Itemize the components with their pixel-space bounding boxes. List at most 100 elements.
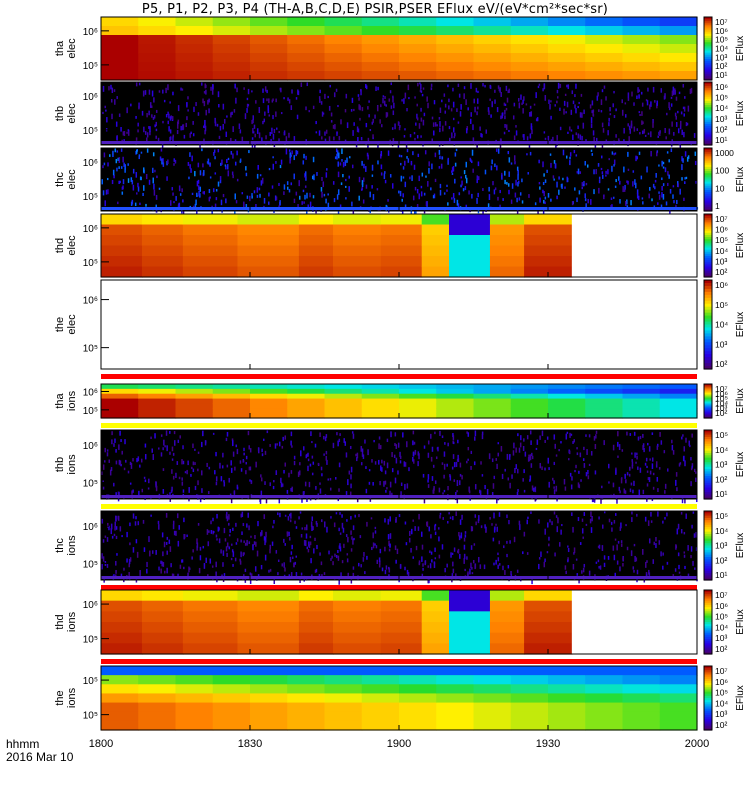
noise-pixel (108, 459, 111, 463)
heatmap-cell (524, 611, 573, 623)
noise-pixel (341, 522, 344, 529)
noise-pixel (104, 200, 106, 207)
heatmap-cell (510, 398, 549, 405)
noise-pixel (199, 143, 201, 148)
noise-pixel (191, 556, 193, 560)
noise-pixel (322, 181, 325, 188)
noise-pixel (338, 579, 340, 585)
heatmap-cell (548, 702, 586, 713)
noise-pixel (257, 574, 260, 577)
noise-pixel (688, 440, 690, 446)
noise-pixel (356, 457, 358, 462)
noise-pixel (233, 490, 236, 495)
noise-pixel (476, 178, 478, 184)
noise-pixel (642, 433, 644, 438)
colorbar-tick-label: 10 (715, 183, 725, 193)
colorbar-segment (704, 494, 712, 498)
noise-pixel (302, 189, 305, 193)
noise-pixel (337, 550, 339, 554)
noise-pixel (318, 130, 321, 136)
colorbar-segment (704, 134, 712, 138)
noise-pixel (563, 478, 566, 485)
noise-pixel (614, 513, 617, 516)
noise-pixel (214, 121, 217, 127)
noise-pixel (404, 483, 406, 490)
noise-pixel (568, 450, 571, 455)
noise-pixel (261, 453, 264, 457)
colorbar-segment (704, 513, 712, 517)
noise-pixel (190, 473, 192, 477)
noise-pixel (325, 434, 328, 438)
colorbar-segment (704, 88, 712, 91)
noise-pixel (672, 185, 675, 188)
noise-pixel (290, 572, 293, 578)
noise-pixel (155, 481, 157, 486)
heatmap-cell (548, 44, 586, 54)
noise-pixel (154, 433, 156, 439)
noise-pixel (293, 173, 295, 180)
noise-pixel (269, 568, 272, 572)
heatmap-cell (175, 44, 214, 54)
heatmap-cell (101, 600, 143, 612)
colorbar-segment (704, 132, 712, 136)
noise-pixel (118, 180, 120, 185)
noise-pixel (301, 201, 303, 205)
noise-pixel (541, 466, 543, 470)
noise-pixel (666, 512, 668, 517)
noise-pixel (202, 430, 204, 437)
noise-pixel (458, 532, 460, 537)
noise-pixel (384, 518, 386, 523)
colorbar-tick-label: 10² (715, 124, 727, 134)
noise-pixel (598, 544, 601, 549)
noise-pixel (510, 199, 513, 204)
noise-pixel (248, 150, 250, 154)
noise-pixel (680, 111, 683, 115)
colorbar-segment (704, 282, 712, 287)
noise-pixel (162, 489, 165, 494)
noise-pixel (442, 517, 444, 520)
noise-pixel (419, 89, 422, 93)
noise-pixel (156, 175, 158, 179)
noise-pixel (457, 439, 459, 444)
noise-pixel (245, 166, 247, 171)
noise-pixel (104, 447, 106, 453)
colorbar-tick-label: 10⁴ (715, 445, 728, 455)
noise-pixel (212, 517, 214, 522)
noise-pixel (181, 559, 184, 563)
noise-pixel (244, 542, 247, 546)
noise-pixel (497, 442, 500, 445)
colorbar-tick-label: 10³ (715, 52, 727, 62)
noise-pixel (223, 573, 226, 576)
noise-pixel (439, 512, 442, 515)
noise-pixel (339, 433, 341, 436)
noise-pixel (648, 569, 650, 575)
noise-pixel (590, 117, 593, 124)
noise-pixel (592, 111, 594, 116)
noise-pixel (620, 540, 623, 543)
noise-pixel (246, 195, 249, 199)
noise-pixel (194, 171, 196, 177)
heatmap-cell (138, 666, 177, 676)
y-axis-label: thdelec (54, 235, 78, 256)
heatmap-cell (436, 44, 475, 54)
noise-pixel (567, 84, 570, 90)
heatmap-cell (212, 17, 251, 27)
noise-pixel (613, 519, 616, 524)
noise-pixel (236, 150, 238, 156)
noise-pixel (581, 135, 583, 141)
heatmap-cell (659, 44, 698, 54)
noise-pixel (538, 563, 540, 570)
noise-pixel (201, 470, 203, 476)
noise-pixel (461, 514, 463, 520)
noise-pixel (399, 190, 402, 197)
noise-pixel (135, 149, 138, 154)
noise-pixel (556, 96, 559, 99)
noise-pixel (110, 84, 112, 90)
noise-pixel (115, 535, 118, 540)
noise-pixel (329, 84, 331, 88)
noise-pixel (386, 462, 389, 469)
noise-pixel (590, 199, 592, 205)
heatmap-cell (361, 393, 400, 400)
heatmap-cell (361, 44, 400, 54)
